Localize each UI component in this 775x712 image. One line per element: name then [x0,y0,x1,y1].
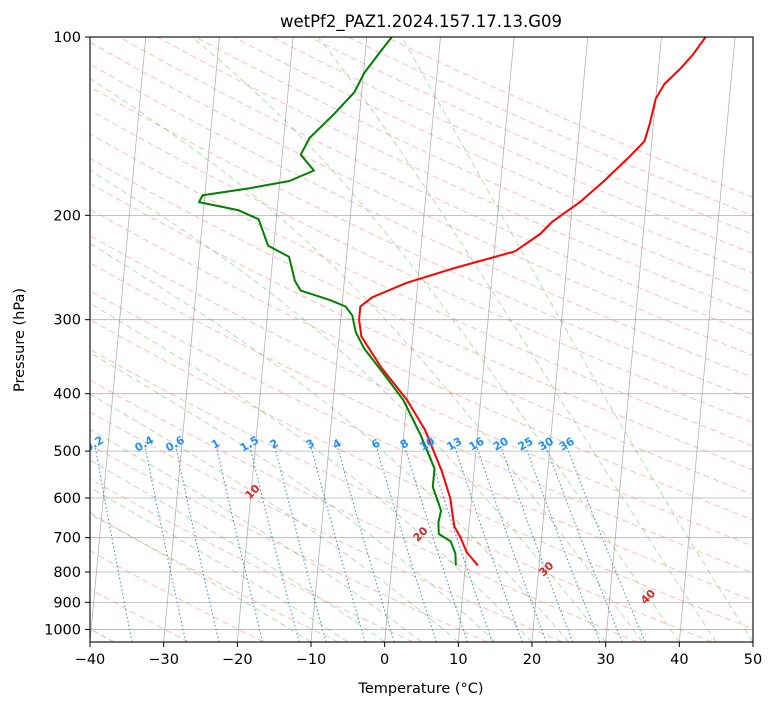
y-tick-label: 600 [53,491,81,507]
x-tick-label: 20 [523,652,541,668]
y-tick-label: 400 [53,387,81,403]
y-axis-label: Pressure (hPa) [12,288,28,392]
x-tick-label: −40 [75,652,106,668]
chart-title: wetPf2_PAZ1.2024.157.17.13.G09 [280,12,562,32]
y-tick-label: 200 [53,208,81,224]
y-tick-label: 500 [53,444,81,460]
y-tick-label: 700 [53,531,81,547]
y-tick-label: 1000 [44,622,81,638]
y-tick-label: 300 [53,313,81,329]
x-tick-label: 10 [449,652,467,668]
plot-area [90,37,753,642]
y-tick-label: 800 [53,565,81,581]
y-tick-label: 100 [53,30,81,46]
x-tick-label: 30 [596,652,614,668]
x-tick-label: −20 [222,652,253,668]
x-tick-label: −10 [296,652,327,668]
x-tick-label: 50 [744,652,762,668]
x-tick-label: 40 [670,652,688,668]
y-tick-label: 900 [53,595,81,611]
x-tick-label: −30 [148,652,179,668]
x-axis-label: Temperature (°C) [357,681,483,697]
x-tick-label: 0 [380,652,389,668]
